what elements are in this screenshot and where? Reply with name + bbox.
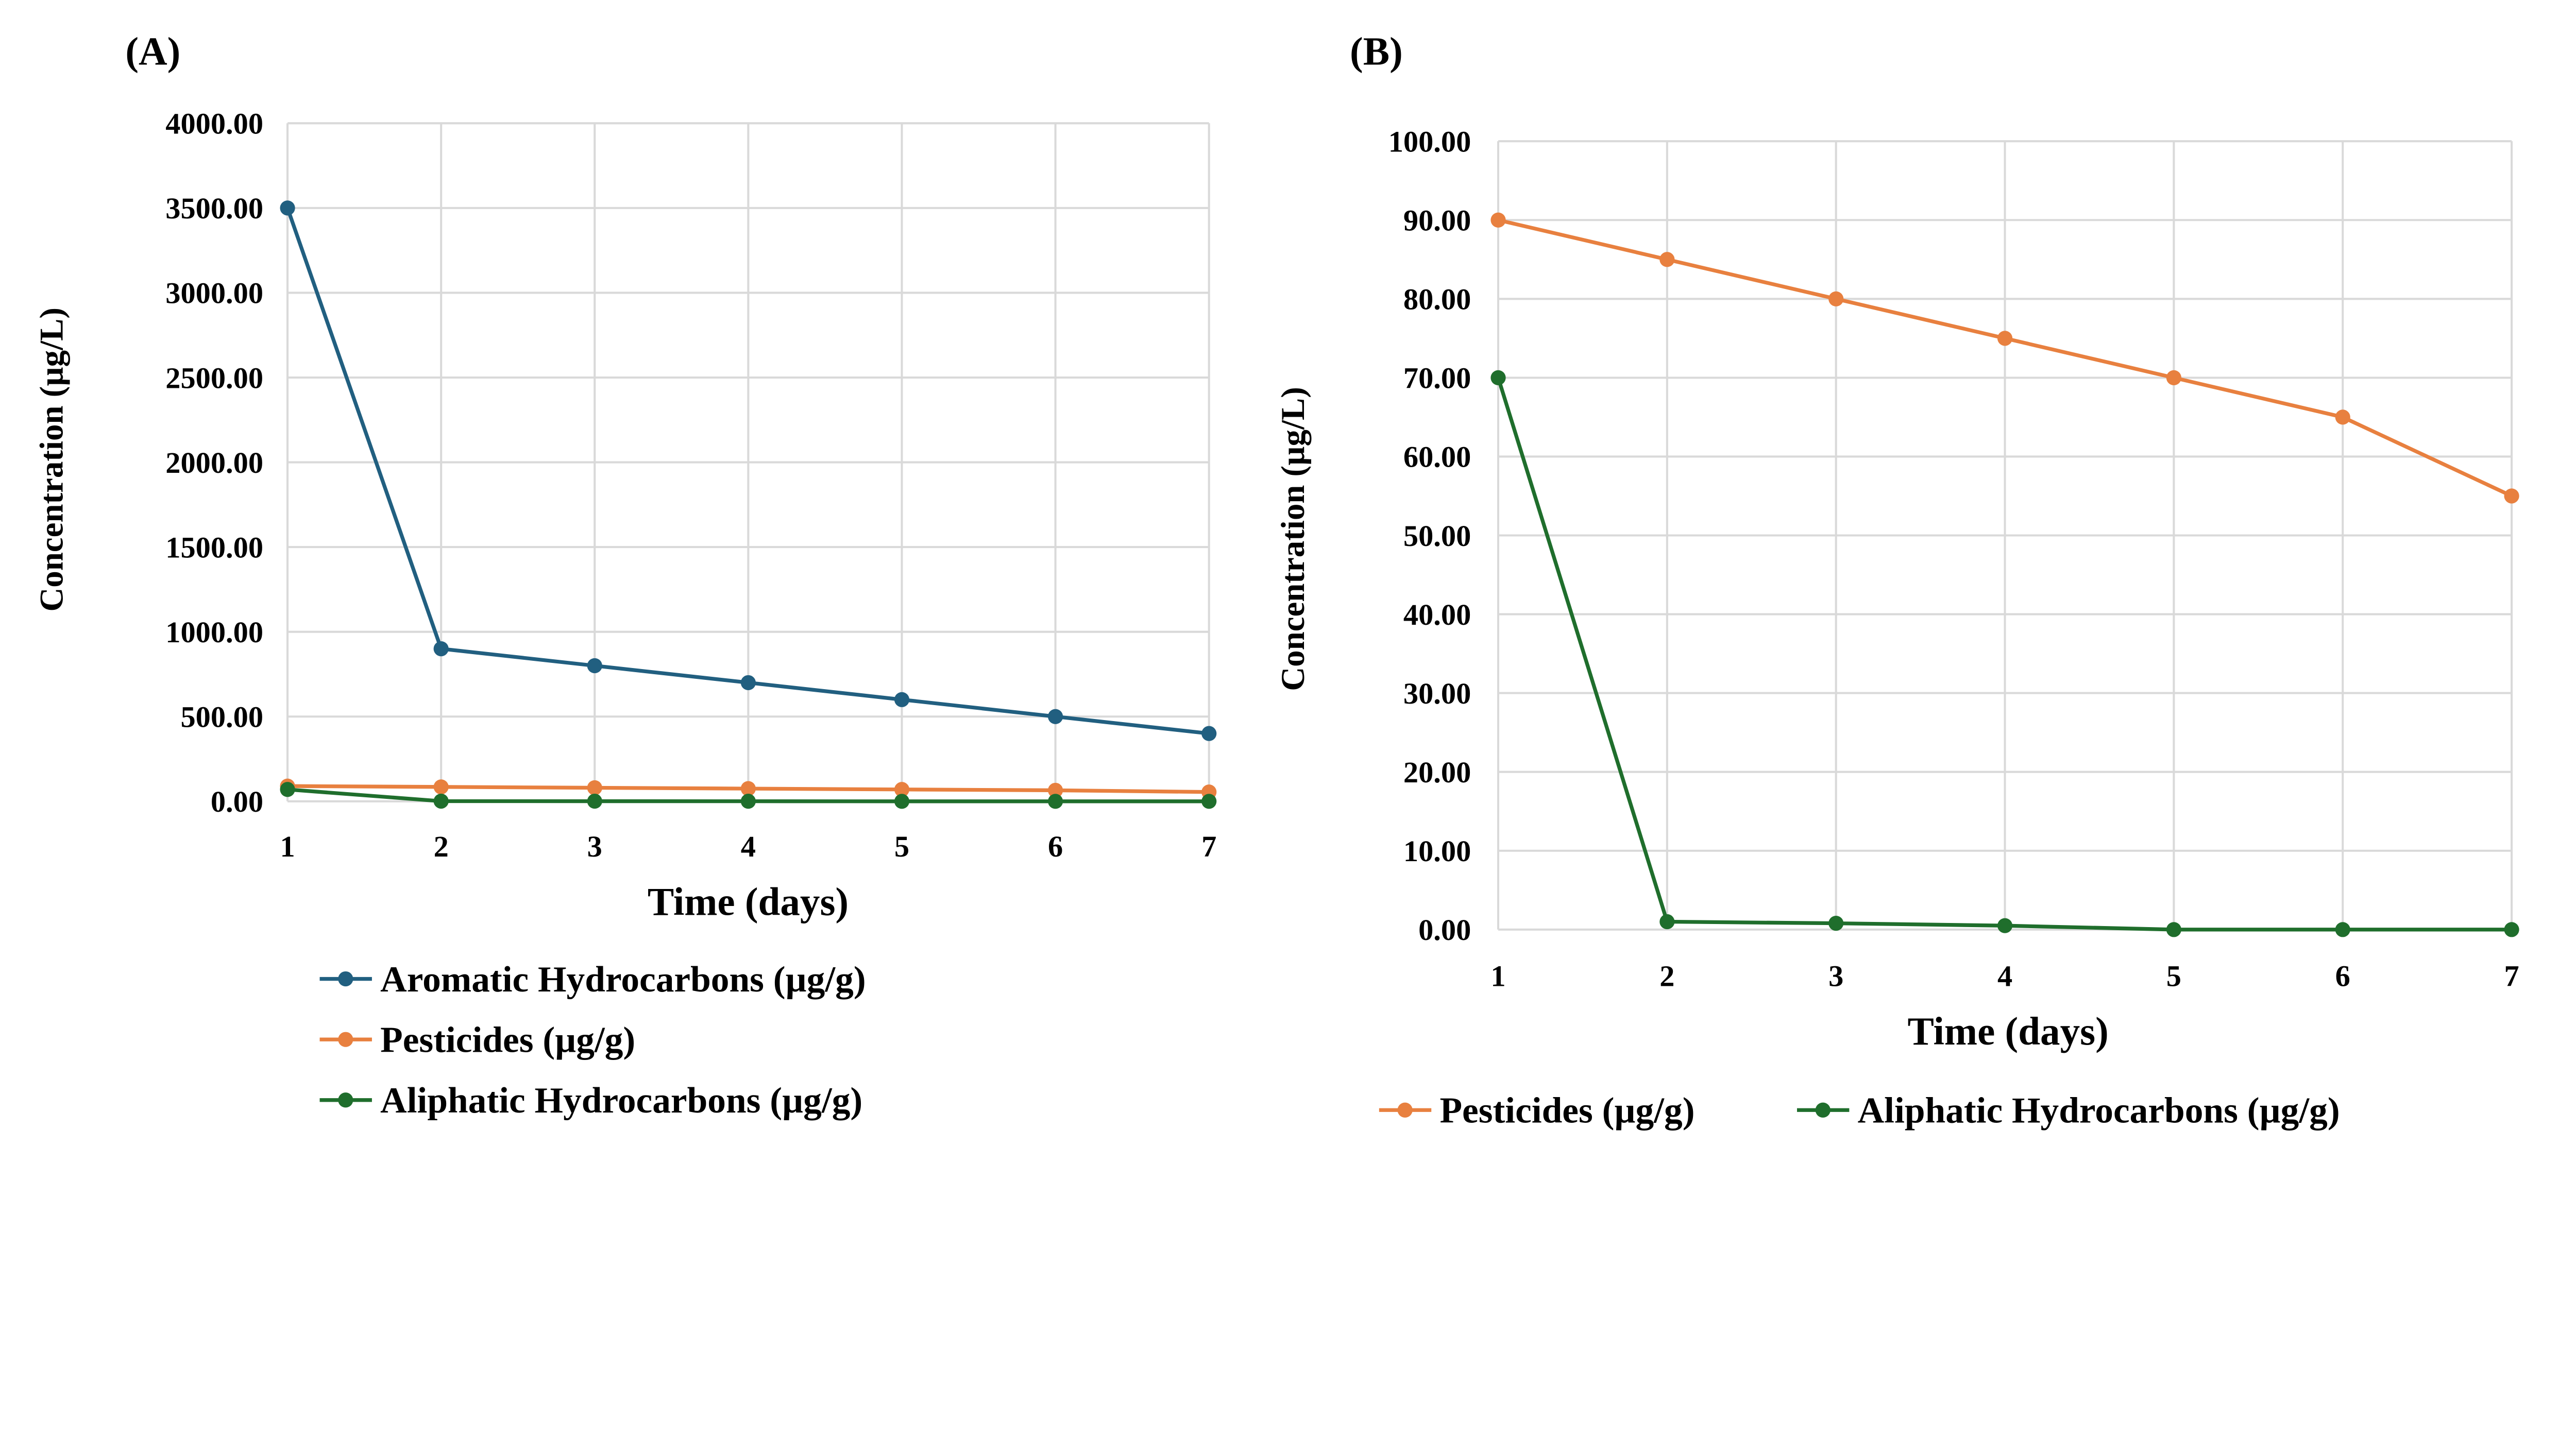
x-tick-label: 6 (2335, 959, 2350, 993)
data-point (1828, 291, 1844, 306)
data-point (433, 641, 449, 657)
data-point (1047, 794, 1063, 809)
y-tick-label: 1000.00 (165, 615, 263, 649)
legend-item: Aromatic Hydrocarbons (µg/g) (319, 959, 866, 1000)
figure: (A) Time (days) Concentration (µg/L) 0.0… (33, 29, 2519, 1131)
data-point (587, 658, 602, 674)
y-tick-label: 0.00 (211, 785, 263, 818)
y-tick-label: 70.00 (1403, 362, 1471, 395)
x-tick-label: 3 (587, 830, 602, 863)
data-point (2335, 922, 2350, 937)
y-tick-label: 10.00 (1403, 834, 1471, 868)
legend-label: Pesticides (µg/g) (1439, 1090, 1694, 1131)
data-point (1997, 331, 2013, 346)
data-point (1047, 782, 1063, 798)
data-point (1047, 709, 1063, 724)
data-point (2166, 370, 2181, 385)
x-tick-label: 4 (741, 830, 756, 863)
data-point (894, 794, 910, 809)
legend-item: Pesticides (µg/g) (1379, 1090, 1694, 1131)
legend-label: Aromatic Hydrocarbons (µg/g) (380, 959, 866, 1000)
x-tick-label: 2 (434, 830, 449, 863)
panel-b-y-axis-title: Concentration (µg/L) (1275, 387, 1312, 691)
panel-a-x-axis-title: Time (days) (648, 879, 849, 923)
panel-b-x-axis-title: Time (days) (1908, 1009, 2109, 1053)
x-tick-label: 3 (1828, 959, 1843, 993)
legend-marker (338, 971, 353, 987)
legend-label: Pesticides (µg/g) (380, 1020, 635, 1060)
legend-label: Aliphatic Hydrocarbons (µg/g) (380, 1080, 862, 1121)
series-pesticides (1490, 212, 2519, 504)
series-aromatic (280, 200, 1217, 741)
data-point (894, 782, 910, 797)
y-tick-label: 500.00 (180, 700, 263, 734)
x-tick-label: 1 (1490, 959, 1505, 993)
data-point (740, 675, 756, 691)
legend-marker (338, 1032, 353, 1047)
series-aliphatic (280, 782, 1217, 809)
legend-marker (1397, 1102, 1413, 1118)
data-point (740, 794, 756, 809)
y-tick-label: 1500.00 (165, 531, 263, 564)
data-point (433, 793, 449, 809)
data-point (433, 779, 449, 795)
y-tick-label: 90.00 (1403, 204, 1471, 237)
panel-b-gridlines (1497, 140, 2513, 931)
y-tick-label: 0.00 (1418, 913, 1471, 947)
panel-b-label: (B) (1350, 29, 1403, 74)
panel-a-chart: (A) Time (days) Concentration (µg/L) 0.0… (33, 29, 1217, 1121)
panel-a-label: (A) (125, 29, 180, 74)
series-aliphatic (1490, 370, 2519, 937)
x-tick-label: 5 (894, 830, 909, 863)
data-point (1490, 212, 1506, 228)
data-point (1997, 918, 2013, 933)
y-tick-label: 60.00 (1403, 440, 1471, 474)
x-tick-label: 5 (2166, 959, 2181, 993)
y-tick-label: 80.00 (1403, 283, 1471, 316)
data-point (280, 782, 295, 797)
legend-label: Aliphatic Hydrocarbons (µg/g) (1858, 1090, 2340, 1131)
y-tick-label: 50.00 (1403, 519, 1471, 553)
data-point (1490, 370, 1506, 385)
data-point (894, 692, 910, 707)
y-tick-label: 4000.00 (165, 107, 263, 141)
data-point (1659, 252, 1675, 267)
panel-b-chart: (B) Time (days) Concentration (µg/L) 0.0… (1275, 29, 2519, 1131)
y-tick-label: 3500.00 (165, 192, 263, 225)
x-tick-label: 7 (1201, 830, 1216, 863)
data-point (740, 781, 756, 796)
data-point (1201, 794, 1217, 809)
y-tick-label: 100.00 (1388, 125, 1471, 158)
y-tick-label: 40.00 (1403, 598, 1471, 631)
data-point (587, 793, 602, 809)
x-tick-label: 7 (2504, 959, 2519, 993)
legend-marker (338, 1092, 353, 1108)
x-tick-label: 2 (1659, 959, 1674, 993)
panel-a-y-axis-title: Concentration (µg/L) (33, 307, 71, 612)
y-tick-label: 30.00 (1403, 677, 1471, 710)
data-point (1828, 915, 1844, 931)
data-point (2166, 922, 2181, 937)
x-tick-label: 6 (1048, 830, 1063, 863)
data-point (1659, 914, 1675, 930)
y-tick-label: 2500.00 (165, 361, 263, 395)
legend-item: Pesticides (µg/g) (319, 1020, 635, 1060)
x-tick-label: 1 (280, 830, 295, 863)
data-point (1201, 726, 1217, 741)
panel-a-gridlines (286, 122, 1210, 802)
series-pesticides (280, 778, 1217, 800)
data-point (2504, 488, 2519, 504)
legend-item: Aliphatic Hydrocarbons (µg/g) (319, 1080, 862, 1121)
y-tick-label: 3000.00 (165, 277, 263, 310)
data-point (2504, 922, 2519, 937)
data-point (280, 200, 295, 216)
data-point (2335, 409, 2350, 425)
y-tick-label: 20.00 (1403, 756, 1471, 789)
data-point (587, 780, 602, 796)
legend-item: Aliphatic Hydrocarbons (µg/g) (1797, 1090, 2340, 1131)
y-tick-label: 2000.00 (165, 446, 263, 480)
x-tick-label: 4 (1997, 959, 2012, 993)
legend-marker (1815, 1102, 1831, 1118)
